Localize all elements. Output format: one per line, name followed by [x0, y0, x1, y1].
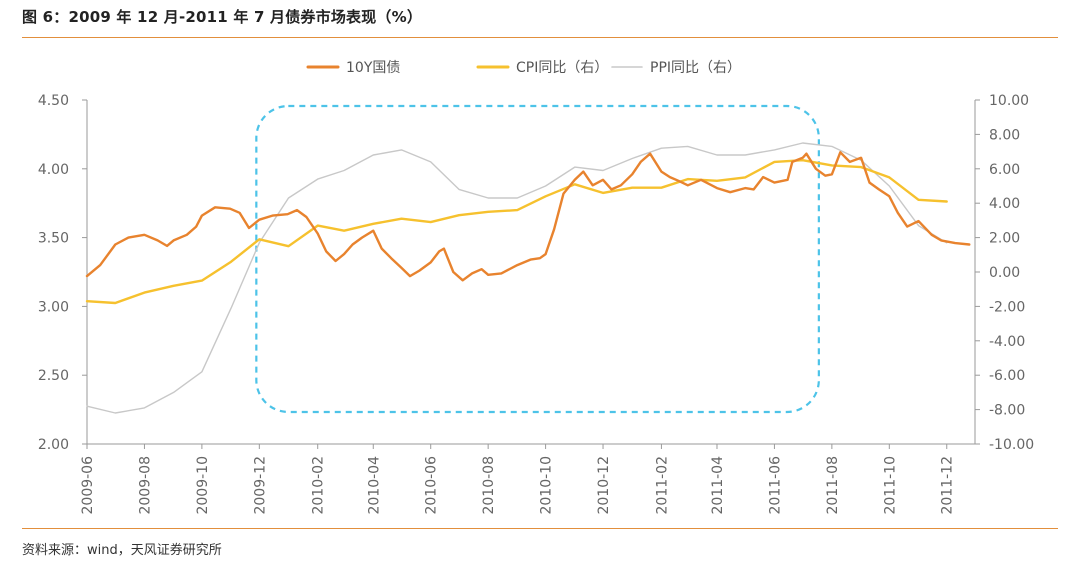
x-tick-label: 2010-08 [481, 456, 497, 514]
source-note: 资料来源：wind，天风证券研究所 [22, 543, 222, 558]
legend-label-0: 10Y国债 [346, 60, 400, 76]
right-y-tick-label: 8.00 [989, 127, 1020, 143]
right-y-tick-label: -6.00 [989, 368, 1025, 384]
highlight-box-layer [255, 104, 820, 414]
axes-layer: 2.00 2.50 3.00 3.50 4.00 4.50 -10.00 -8.00 -6.00… [38, 93, 1034, 515]
x-tick-label: 2010-02 [311, 456, 327, 515]
right-y-tick-label: 6.00 [989, 162, 1020, 178]
x-tick-label: 2010-10 [539, 456, 555, 515]
bond-market-chart: 10Y国债 CPI同比（右） PPI同比（右） 2.00 2.50 3.00 3.50 4.… [38, 60, 1034, 515]
right-y-tick-label: 2.00 [989, 231, 1020, 247]
x-tick-label: 2009-06 [80, 456, 96, 515]
title-divider [22, 37, 1058, 38]
series-line-2 [86, 142, 948, 414]
x-tick-label: 2009-12 [252, 456, 268, 515]
left-y-tick-label: 3.00 [38, 299, 69, 315]
right-y-tick-label: -2.00 [989, 299, 1025, 315]
left-y-tick-label: 4.50 [38, 93, 69, 109]
right-y-tick-label: 10.00 [989, 93, 1029, 109]
source-divider [22, 528, 1058, 529]
highlight-dashed-box [255, 104, 820, 414]
chart-legend: 10Y国债 CPI同比（右） PPI同比（右） [306, 60, 741, 76]
legend-label-2: PPI同比（右） [650, 60, 741, 76]
x-tick-label: 2011-04 [710, 456, 726, 515]
x-tick-label: 2011-08 [825, 456, 841, 515]
series-line-0 [85, 151, 971, 282]
x-tick-label: 2010-04 [366, 456, 382, 515]
x-tick-label: 2011-02 [654, 456, 670, 515]
series-layer [85, 142, 971, 414]
left-y-tick-label: 4.00 [38, 162, 69, 178]
legend-label-1: CPI同比（右） [516, 60, 608, 76]
series-line-1 [85, 158, 948, 305]
right-y-tick-label: -10.00 [989, 437, 1034, 453]
x-tick-label: 2011-10 [882, 456, 898, 515]
left-y-tick-label: 2.00 [38, 437, 69, 453]
x-tick-label: 2011-06 [767, 456, 783, 515]
right-y-tick-label: -8.00 [989, 403, 1025, 419]
x-tick-label: 2011-12 [940, 456, 956, 515]
left-y-tick-label: 3.50 [38, 231, 69, 247]
left-y-tick-label: 2.50 [38, 368, 69, 384]
figure-title: 图 6：2009 年 12 月-2011 年 7 月债券市场表现（%） [22, 8, 423, 26]
right-y-tick-label: -4.00 [989, 334, 1025, 350]
right-y-tick-label: 0.00 [989, 265, 1020, 281]
x-tick-label: 2010-12 [596, 456, 612, 515]
right-y-tick-label: 4.00 [989, 196, 1020, 212]
x-tick-label: 2009-10 [195, 456, 211, 515]
x-tick-label: 2010-06 [424, 456, 440, 515]
x-tick-label: 2009-08 [137, 456, 153, 515]
